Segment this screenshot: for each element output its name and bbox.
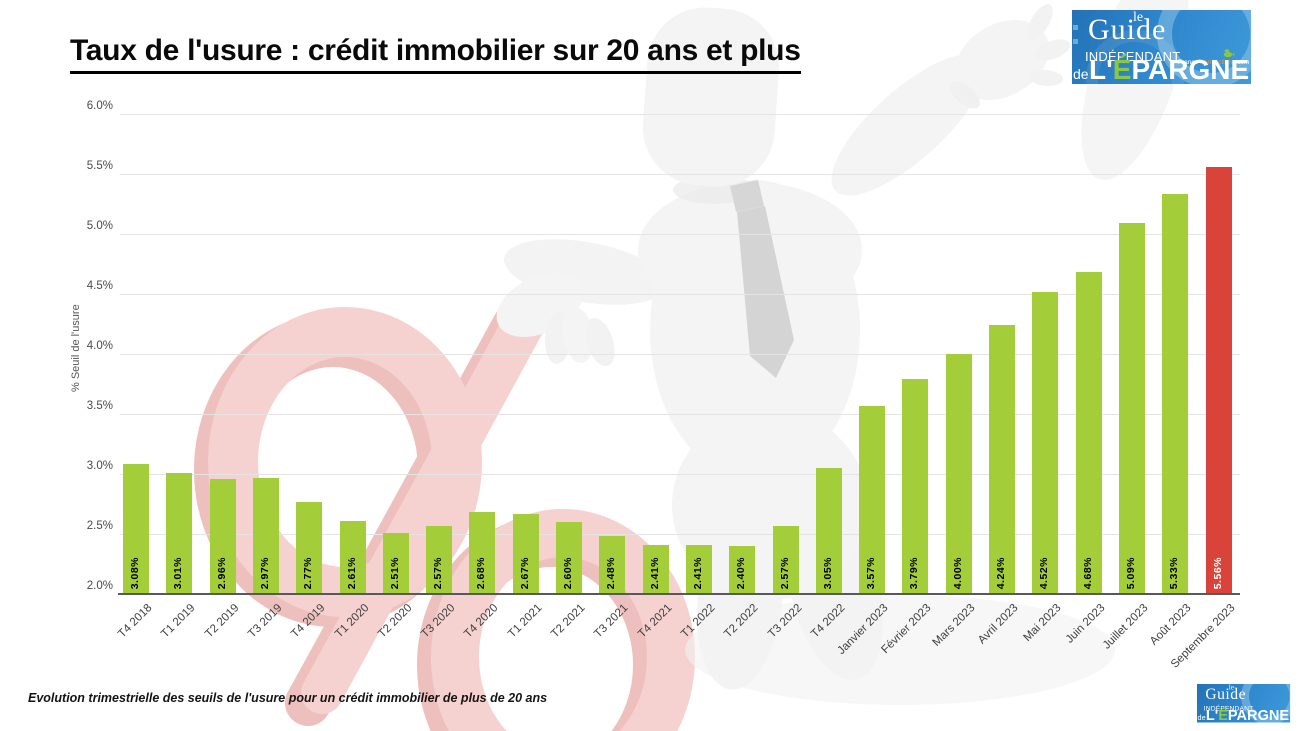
gridline [120,234,1240,235]
bar-value-label: 3.08% [129,556,141,589]
bar [123,464,149,594]
bar-value-label: 2.57% [778,556,791,589]
logo-word-le: le [1228,684,1234,692]
bar-value-label: 2.41% [691,556,704,589]
bar [382,532,409,594]
bar [859,405,886,594]
bar [426,525,453,594]
bar [642,544,669,594]
bar-value-label: 4.52% [1038,556,1051,589]
figure-watermark [496,0,1189,705]
logo-square-decoration [1073,39,1078,44]
bar-value-label: 2.40% [735,556,748,589]
bar [556,522,582,594]
bar-value-label: 2.68% [475,556,488,589]
bar [599,536,626,594]
logo-word-epargne: L'ÉPARGNE [1205,706,1290,723]
bar [772,525,799,594]
bar-value-label: 5.33% [1168,556,1181,589]
y-tick-label: 4.5% [86,280,113,292]
tie [730,180,764,212]
gridline [120,174,1240,175]
bar-value-label: 4.68% [1081,556,1094,589]
bar [1075,272,1102,594]
footer-caption: Evolution trimestrielle des seuils de l'… [28,691,548,705]
bar [685,544,712,594]
bar [729,546,756,594]
bar [339,520,366,594]
y-tick-label: 6.0% [86,100,113,112]
bar [815,468,842,594]
bar-value-label: 3.57% [865,556,878,589]
bar [989,325,1015,594]
bar-value-label: 3.79% [908,556,921,589]
brand-logo: le Guide INDÉPENDANT FranceTransactions.… [1072,10,1251,84]
bar-value-label: 2.51% [388,556,401,589]
gridline [120,354,1240,355]
bar [1162,194,1189,594]
page-title: Taux de l'usure : crédit immobilier sur … [70,34,801,74]
gridline [120,114,1240,115]
bar [252,477,279,594]
bar [512,513,539,594]
logo-word-guide: Guide [1088,13,1167,46]
bar-value-label: 5.09% [1124,556,1137,589]
bar [945,354,972,594]
bar-value-label: 5.56% [1211,556,1224,589]
bar-value-label: 3.05% [821,556,834,589]
logo-word-guide: Guide [1205,685,1247,703]
y-tick-label: 3.5% [86,400,113,412]
fish-icon [1223,49,1235,58]
bar-value-label: 2.48% [605,556,618,589]
gridline [120,294,1240,295]
logo-square-decoration [1073,25,1078,30]
y-tick-label: 2.0% [86,580,113,592]
brand-logo-small: le Guide INDÉPENDANT de L'ÉPARGNE [1197,684,1291,724]
bar-value-label: 2.77% [302,556,315,589]
bar [1032,291,1059,594]
bar-value-label: 2.97% [258,556,271,589]
bar-highlighted [1205,166,1232,594]
logo-word-de: de [1073,66,1089,82]
logo-site-text: FranceTransactions.com [1178,59,1250,66]
bar-value-label: 2.60% [562,556,574,589]
y-tick-label: 4.0% [86,340,113,352]
logo-word-epargne: L'ÉPARGNE [1089,54,1250,84]
bar-value-label: 2.57% [432,556,445,589]
bar [1118,223,1145,594]
gridline [120,474,1240,475]
logo-ring-decoration [1241,684,1291,723]
logo-word-le: le [1133,10,1144,25]
bar-value-label: 2.67% [518,556,531,589]
bar [469,512,496,594]
logo-word-independant: INDÉPENDANT [1203,704,1254,713]
gridline [120,414,1240,415]
bar [166,472,193,594]
y-tick-label: 2.5% [86,520,113,532]
bar-value-label: 3.01% [172,556,185,589]
y-axis-title: % Seuil de l'usure [70,304,82,392]
y-tick-label: 5.0% [86,220,113,232]
x-axis-line [118,593,1240,595]
y-tick-label: 3.0% [86,460,113,472]
bar-value-label: 2.61% [345,556,358,589]
logo-word-independant: INDÉPENDANT [1085,49,1181,64]
bar [902,379,929,594]
bar-value-label: 2.96% [215,556,228,589]
bar-value-label: 4.24% [995,556,1007,589]
bar [209,478,236,594]
bar-value-label: 2.41% [648,556,661,589]
bar [296,501,323,594]
bar-value-label: 4.00% [951,556,964,589]
logo-word-de: de [1197,713,1206,722]
y-tick-label: 5.5% [86,160,113,172]
gridline [120,534,1240,535]
